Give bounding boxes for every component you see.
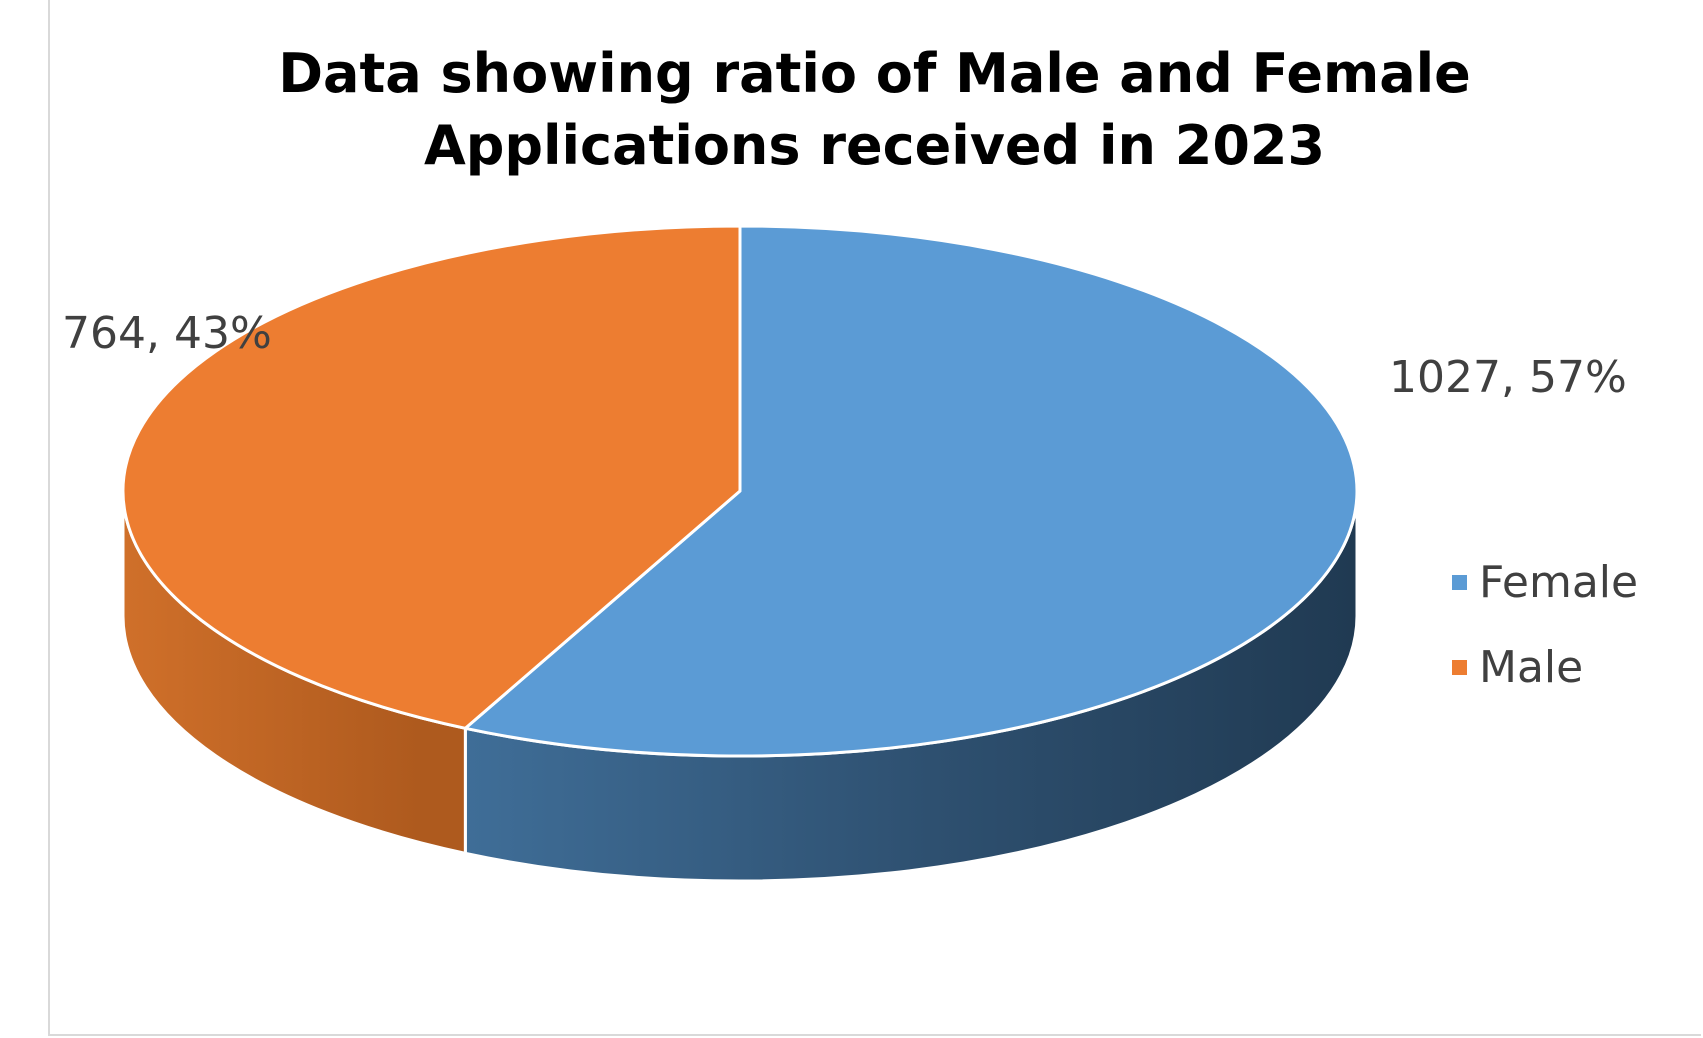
legend-label-female: Female	[1479, 557, 1639, 608]
legend-swatch-female	[1452, 575, 1467, 590]
chart-title: Data showing ratio of Male and Female Ap…	[48, 38, 1701, 182]
chart-title-line-2: Applications received in 2023	[423, 114, 1326, 177]
chart-legend: Female Male	[1452, 540, 1692, 710]
pie-slice-female	[463, 224, 1359, 758]
chart-title-line-1: Data showing ratio of Male and Female	[278, 42, 1471, 105]
pie-top-faces	[121, 224, 1359, 758]
legend-item-female: Female	[1452, 540, 1692, 625]
legend-item-male: Male	[1452, 625, 1692, 710]
pie-data-labels: 1027, 57% 764, 43%	[62, 308, 1627, 403]
legend-label-male: Male	[1479, 642, 1584, 693]
data-label-female: 1027, 57%	[1389, 352, 1627, 403]
data-label-male: 764, 43%	[62, 308, 272, 359]
legend-swatch-male	[1452, 660, 1467, 675]
pie-slice-male	[121, 224, 742, 730]
